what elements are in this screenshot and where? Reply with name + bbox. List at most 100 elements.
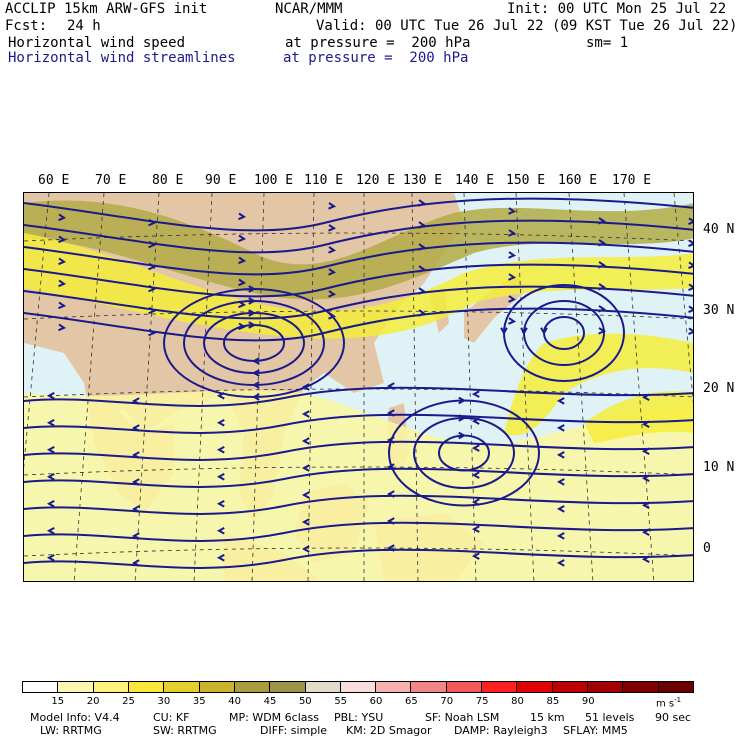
lon-label: 90 E [205,173,237,188]
lat-label: 30 N [703,303,735,318]
streamline [413,417,516,489]
colorbar-swatch [128,682,165,692]
streamline-arrow [131,505,140,513]
streamline-arrow [641,501,650,510]
streamline-arrow [58,279,67,288]
streamline-arrow [238,278,247,287]
streamline [203,312,306,374]
lat-label: 40 N [703,222,735,237]
model-info-item: SW: RRTMG [153,724,217,737]
colorbar-swatch [164,682,200,692]
streamline [24,241,693,276]
streamline-arrow [301,518,310,526]
field2-level: at pressure = 200 hPa [283,50,469,66]
streamline-arrow [148,284,157,293]
streamline [24,386,693,407]
streamline-arrow [328,224,337,232]
model-info-item: DIFF: simple [260,724,328,737]
streamline-arrow [641,393,650,402]
parallel-line [24,310,693,320]
parallel-line [24,547,693,557]
streamline-arrow [556,397,565,405]
streamline-arrow [131,532,140,540]
lon-label: 100 E [254,173,294,188]
init-time: Init: 00 UTC Mon 25 Jul 22 [507,1,727,17]
streamline-arrow [520,327,528,336]
streamline-arrow [418,221,427,229]
streamline-arrow [238,234,247,243]
colorbar-tick-label: 85 [546,696,560,707]
streamline-arrow [458,431,467,440]
streamline-arrow [216,500,225,508]
streamline-arrow [131,559,140,567]
field1-name: Horizontal wind speed [8,35,186,51]
streamline-arrow [148,218,157,227]
colorbar-tick-label: 50 [298,696,312,707]
streamline-arrow [251,381,260,389]
streamline-arrow [418,287,427,295]
streamline-arrow [418,309,427,317]
streamline [523,300,606,366]
map-panel [23,192,694,582]
streamline-arrow [238,256,247,265]
colorbar-tick-label: 45 [263,696,277,707]
model-info-item: SF: Noah LSM [425,711,500,724]
streamline-arrow [508,317,517,325]
streamline-arrow [328,290,337,298]
streamlines [24,197,693,569]
field2-name: Horizontal wind streamlines [8,50,236,66]
streamline-arrow [216,527,225,535]
fcst-label: Fcst: [5,18,48,34]
model-info-item: SFLAY: MM5 [563,724,628,737]
streamline [183,300,326,386]
colorbar-swatch [411,682,447,692]
streamline-arrow [556,505,565,513]
streamline-arrow [641,474,650,483]
parallel-line [24,466,693,476]
streamline-arrow [688,217,693,225]
streamline-arrow [556,478,565,486]
streamline-arrow [148,328,157,337]
colorbar-tick-label: 60 [369,696,383,707]
streamline-arrow [328,202,337,210]
streamline-arrow [251,357,260,365]
streamline-arrow [641,420,650,429]
streamline-arrow [500,327,508,336]
streamline-arrow [216,419,225,427]
lon-label: 140 E [455,173,495,188]
jet-south-yellow [24,390,693,581]
streamline-arrow [508,273,517,281]
streamline-arrow [540,327,548,336]
colorbar-swatch [446,682,483,692]
streamline-arrow [418,265,427,273]
lon-label: 150 E [506,173,546,188]
streamline [24,467,693,488]
colorbar-tick-label: 40 [228,696,241,707]
streamline [24,494,693,515]
jet-se-patch [584,391,693,443]
streamline-arrow [386,490,395,498]
lat-label: 0 [703,541,711,556]
streamline-arrow [148,240,157,249]
streamline-arrow [58,257,67,266]
streamline-arrow [688,327,693,335]
streamline-arrow [386,544,395,552]
meridian-line [24,193,50,469]
streamline-arrow [131,451,140,459]
streamline-arrow [471,552,480,560]
meridian-line [307,193,315,581]
colorbar-swatch [23,682,59,692]
model-info-item: 51 levels [585,711,635,724]
center-label: NCAR/MMM [275,1,343,17]
streamline-arrow [458,396,467,405]
lon-label: 60 E [38,173,70,188]
meridian-line [134,193,160,581]
streamline [24,197,693,232]
meridian-line [623,193,655,581]
streamline [24,263,693,298]
colorbar-swatch [340,682,377,692]
colorbar-swatch [234,682,271,692]
streamline-arrow [688,283,693,291]
streamline-arrow [58,235,67,244]
streamline-arrow [508,207,517,215]
